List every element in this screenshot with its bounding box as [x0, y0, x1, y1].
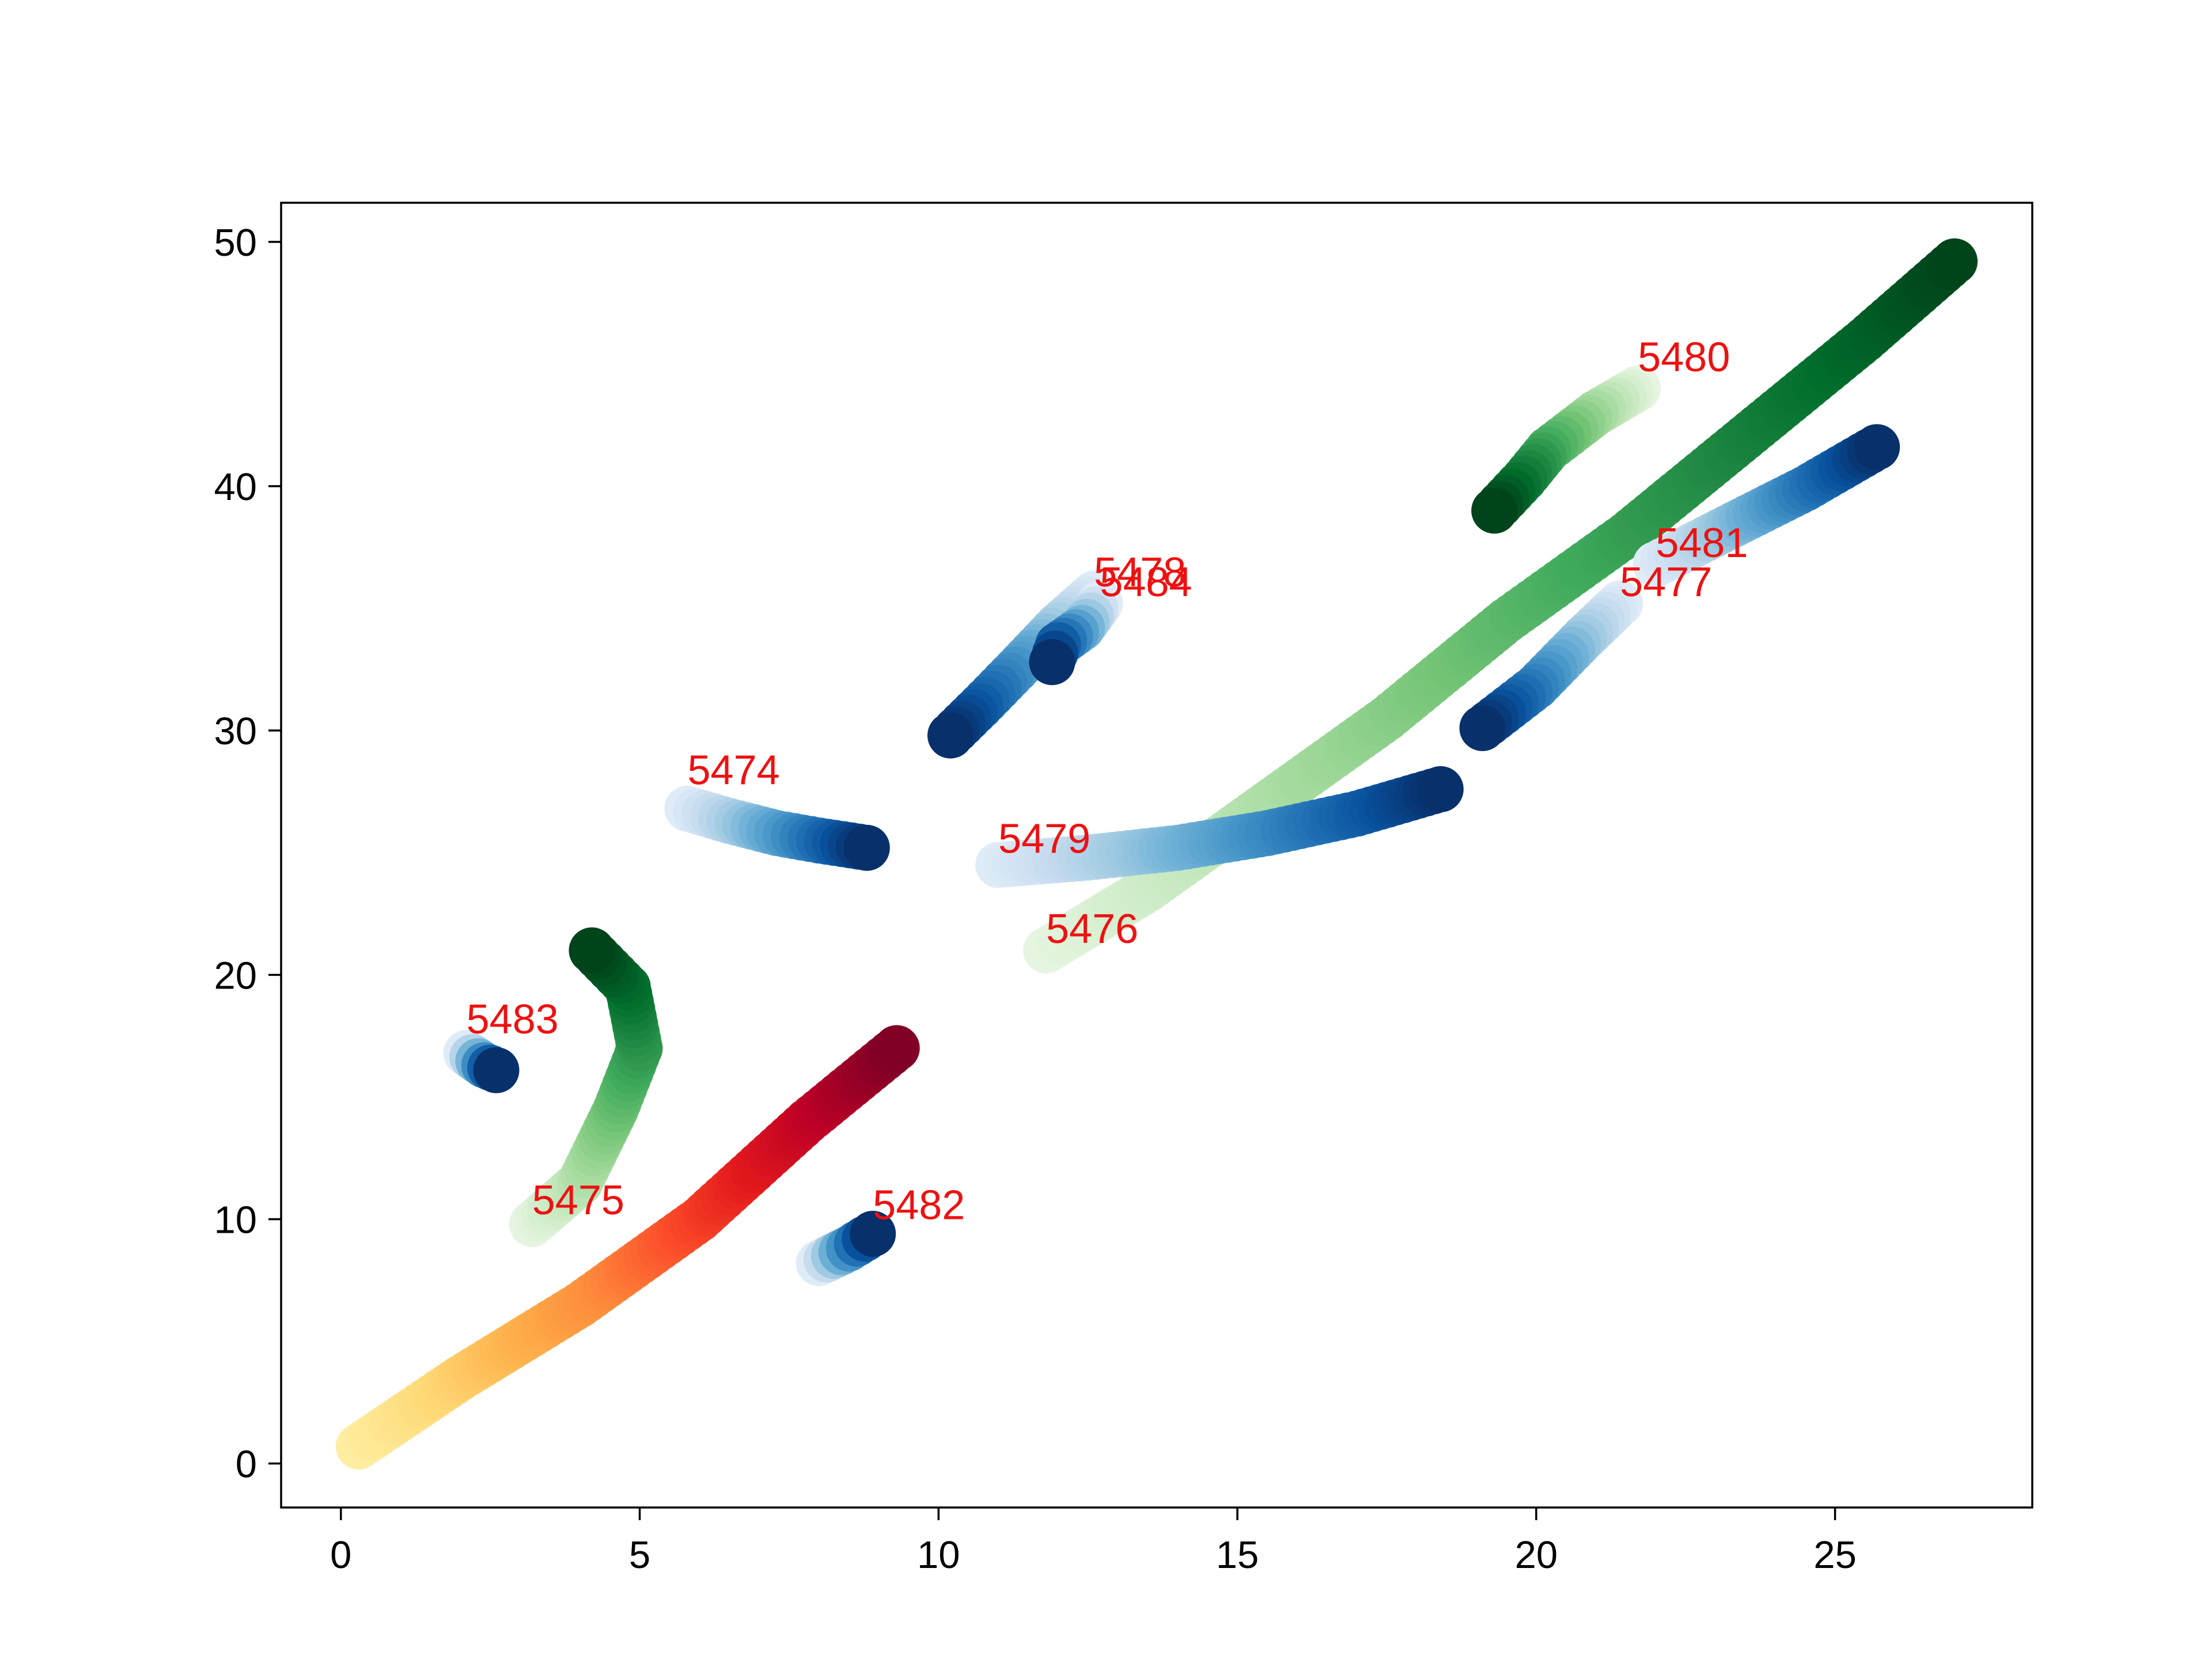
track-label: 5474: [688, 747, 780, 793]
y-tick-label: 20: [214, 954, 257, 997]
track-point: [1931, 238, 1978, 285]
track-point: [850, 1210, 896, 1257]
x-tick-label: 25: [1813, 1533, 1857, 1577]
track-5475: [509, 927, 663, 1247]
plot-data: [335, 238, 1978, 1469]
track-5481: [1633, 424, 1900, 588]
track-unlabeled: [335, 1025, 920, 1469]
track-5482: [796, 1210, 896, 1286]
y-tick-label: 10: [214, 1198, 257, 1241]
track-5480: [1471, 365, 1661, 534]
track-point: [1417, 766, 1464, 812]
track-point: [927, 712, 974, 759]
x-tick-label: 0: [330, 1533, 351, 1577]
track-label: 5483: [467, 997, 559, 1043]
y-tick-label: 0: [236, 1443, 257, 1486]
axis-ticks: 0 5 10 15 20 25 0 10 20 30 40 50: [214, 221, 1856, 1577]
track-5484: [1029, 580, 1123, 685]
track-5474: [664, 785, 890, 871]
y-tick-label: 50: [214, 221, 257, 264]
track-point: [473, 1047, 520, 1093]
track-label: 5477: [1620, 559, 1712, 605]
track-5477: [1459, 580, 1643, 751]
y-tick-label: 30: [214, 710, 257, 753]
track-point: [843, 824, 890, 871]
track-label: 5482: [873, 1182, 965, 1228]
track-point: [1459, 704, 1506, 751]
track-5483: [443, 1030, 520, 1093]
x-tick-label: 5: [629, 1533, 650, 1577]
track-label: 5481: [1656, 520, 1748, 566]
track-label: 5475: [532, 1177, 624, 1224]
track-label: 5479: [998, 816, 1090, 862]
x-tick-label: 20: [1515, 1533, 1558, 1577]
track-point: [1029, 639, 1075, 685]
axes-frame: [280, 202, 2033, 1509]
track-point: [873, 1025, 920, 1071]
track-point: [1854, 424, 1900, 471]
track-5479: [975, 766, 1464, 888]
track-point: [569, 927, 615, 974]
x-tick-label: 15: [1216, 1533, 1259, 1577]
x-tick-label: 10: [917, 1533, 960, 1577]
track-labels: 5474 5475 5476 5477 5478 5479 5480 5481 5482 5483…: [467, 335, 1748, 1229]
track-point: [1471, 487, 1518, 534]
track-label: 5478: [1094, 550, 1186, 596]
track-label: 5476: [1046, 906, 1138, 952]
track-label: 5484: [1100, 559, 1192, 605]
track-label: 5480: [1638, 335, 1730, 381]
y-tick-label: 40: [214, 465, 257, 509]
